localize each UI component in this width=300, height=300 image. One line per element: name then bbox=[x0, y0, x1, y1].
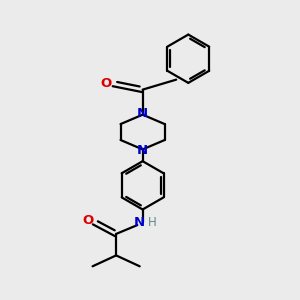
Text: O: O bbox=[100, 77, 112, 90]
Text: O: O bbox=[82, 214, 93, 227]
Text: N: N bbox=[137, 144, 148, 157]
Text: H: H bbox=[148, 216, 156, 229]
Text: N: N bbox=[134, 216, 145, 229]
Text: N: N bbox=[137, 107, 148, 120]
